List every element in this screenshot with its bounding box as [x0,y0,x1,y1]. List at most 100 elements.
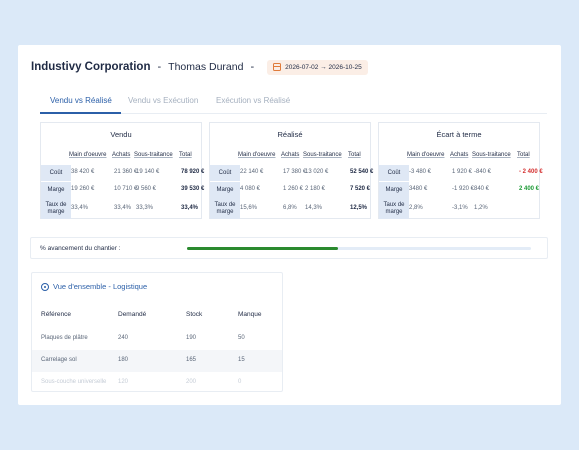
value-cell: 3480 € [409,186,428,192]
column-header[interactable]: Achats [450,152,469,158]
cell-stock: 165 [186,357,197,363]
column-header[interactable]: Main d'oeuvre [407,152,445,158]
column-header[interactable]: Total [348,152,361,158]
header-manque: Manque [238,311,262,318]
value-cell: 7 520 € [350,186,371,192]
column-header[interactable]: Sous-traitance [472,152,511,158]
value-cell: 33,3% [136,205,154,211]
progress-fill [187,247,339,250]
value-cell: 39 530 € [181,186,205,192]
value-cell: 15,6% [240,205,258,211]
value-cell: 1,2% [474,205,488,211]
logistics-header-row: Référence Demandé Stock Manque [32,304,282,326]
header-reference: Référence [41,311,71,318]
value-cell: 2,8% [409,205,423,211]
value-cell: 12,5% [350,205,368,211]
value-cell: 78 920 € [181,169,205,175]
value-cell: - 2 400 € [519,169,543,175]
progress-label: % avancement du chantier : [40,245,121,252]
row-label: Taux de marge [210,198,240,219]
column-header[interactable]: Main d'oeuvre [69,152,107,158]
row-label: Coût [41,165,71,181]
value-cell: 17 380 € [283,169,307,175]
logistics-title[interactable]: Vue d'ensemble - Logistique [41,282,147,291]
progress-panel: % avancement du chantier : [30,237,548,259]
cell-demande: 120 [118,379,129,385]
value-cell: 840 € [474,186,490,192]
value-cell: 52 540 € [350,169,374,175]
value-cell: 14,3% [305,205,323,211]
tab-bar: Vendu vs Réalisé Vendu vs Exécution Exéc… [40,91,547,114]
header-separator-2: - [250,61,255,73]
tab-vendu-vs-execution[interactable]: Vendu vs Exécution [128,96,199,105]
value-cell: -3,1% [452,205,468,211]
value-cell: 13 020 € [305,169,329,175]
block-title-vendu: Vendu [110,130,132,139]
cell-manque: 0 [238,379,242,385]
block-vendu: Vendu Main d'oeuvre Achats Sous-traitance To… [40,122,205,219]
date-range-text: 2026-07-02 → 2026-10-25 [285,63,362,71]
table-row[interactable]: Sous-couche universelle 120 200 0 [32,372,282,391]
row-label: Coût [210,165,240,181]
cell-reference: Plaques de plâtre [41,335,88,341]
company-name: Industivy Corporation [31,61,151,73]
value-cell: -3 480 € [409,169,432,175]
block-realise: Réalisé Main d'oeuvre Achats Sous-traitance… [209,122,374,219]
value-cell: 19 140 € [136,169,160,175]
cell-demande: 240 [118,335,129,341]
eye-icon [41,282,49,291]
value-cell: 2 180 € [305,186,326,192]
value-cell: 10 710 € [114,186,138,192]
value-cell: 9 560 € [136,186,157,192]
value-cell: 33,4% [114,205,132,211]
date-range-badge[interactable]: 2026-07-02 → 2026-10-25 [267,59,368,75]
value-cell: 6,8% [283,205,297,211]
header-stock: Stock [186,311,203,318]
summary-blocks: Vendu Main d'oeuvre Achats Sous-traitance To… [40,122,543,219]
row-label: Marge [41,182,71,198]
value-cell: 4 080 € [240,186,261,192]
column-header[interactable]: Total [179,152,192,158]
cell-reference: Sous-couche universelle [41,379,107,385]
column-header[interactable]: Achats [112,152,131,158]
column-header[interactable]: Main d'oeuvre [238,152,276,158]
row-label: Taux de marge [41,198,71,219]
logistics-title-text: Vue d'ensemble - Logistique [53,282,148,291]
tab-vendu-vs-realise[interactable]: Vendu vs Réalisé [50,96,112,105]
value-cell: 2 400 € [519,186,540,192]
row-label: Coût [379,165,409,181]
cell-demande: 180 [118,357,129,363]
value-cell: 33,4% [71,205,89,211]
cell-manque: 50 [238,335,245,341]
block-title-realise: Réalisé [277,130,303,139]
value-cell: 33,4% [181,205,199,211]
row-label: Marge [379,182,409,198]
value-cell: 38 420 € [71,169,95,175]
cell-stock: 190 [186,335,197,341]
table-row[interactable]: Carrelage sol 180 165 15 [32,350,282,372]
value-cell: 1 260 € [283,186,304,192]
header-separator: - [157,61,162,73]
active-tab-indicator [40,112,121,114]
column-header[interactable]: Total [517,152,530,158]
table-row[interactable]: Plaques de plâtre 240 190 50 [32,328,282,350]
value-cell: -1 920 € [452,186,475,192]
cell-reference: Carrelage sol [41,357,77,363]
block-title-ecart: Écart à terme [436,130,482,139]
progress-track [187,247,531,250]
value-cell: 19 260 € [71,186,95,192]
person-name: Thomas Durand [168,61,244,73]
cell-stock: 200 [186,379,197,385]
value-cell: 1 920 € [452,169,473,175]
column-header[interactable]: Achats [281,152,300,158]
main-card: Industivy Corporation - Thomas Durand - … [18,45,561,405]
column-header[interactable]: Sous-traitance [303,152,342,158]
row-label: Marge [210,182,240,198]
value-cell: -840 € [474,169,492,175]
value-cell: 22 140 € [240,169,264,175]
tab-execution-vs-realise[interactable]: Exécution vs Réalisé [216,96,291,105]
logistics-panel: Vue d'ensemble - Logistique Référence De… [31,272,283,392]
column-header[interactable]: Sous-traitance [134,152,173,158]
header-demande: Demandé [118,311,147,318]
block-ecart: Écart à terme Main d'oeuvre Achats Sous-tra… [378,122,543,219]
